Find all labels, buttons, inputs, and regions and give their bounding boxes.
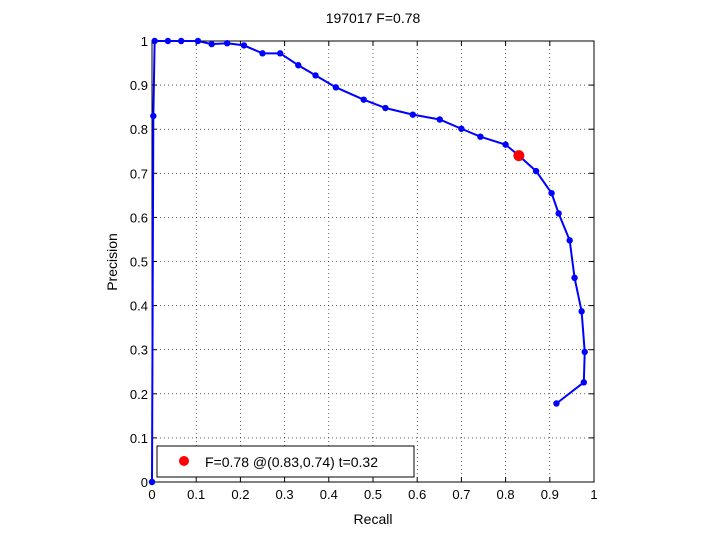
x-tick-label: 0 [148,487,155,502]
data-point [223,40,231,47]
data-point [382,104,389,112]
data-point [436,116,443,123]
data-point [502,141,509,148]
y-tick-label: 0.3 [130,343,148,358]
data-point [276,50,284,57]
legend: F=0.78 @(0.83,0.74) t=0.32 [156,445,415,478]
x-tick-label: 0.1 [187,487,205,502]
y-tick-label: 0.9 [130,78,148,93]
legend-marker [179,456,189,466]
y-tick-label: 0.4 [130,299,148,314]
data-point [566,237,573,244]
x-tick-label: 0.4 [320,487,338,502]
y-tick-label: 0.2 [130,387,148,402]
best-f-marker [513,150,525,162]
x-tick-label: 0.8 [497,487,515,502]
x-tick-label: 1 [590,487,597,502]
data-point [548,189,555,197]
data-point [553,400,560,407]
data-point [150,112,157,120]
data-point [477,133,484,140]
data-point [259,50,266,57]
y-tick-label: 0.5 [130,255,148,270]
data-point [580,379,588,386]
data-point [312,72,319,79]
data-point [581,348,588,356]
y-tick-label: 0.1 [130,431,148,446]
data-point [571,274,578,282]
x-tick-label: 0.6 [408,487,426,502]
y-tick-labels: 0 0.1 0.2 0.3 0.4 0.5 0.6 0.7 0.8 0.9 1 [130,34,148,490]
data-point [164,37,172,45]
y-tick-label: 0.7 [130,166,148,181]
x-tick-labels: 0 0.1 0.2 0.3 0.4 0.5 0.6 0.7 0.8 0.9 1 [148,487,597,502]
data-point [177,37,185,45]
data-point [295,62,302,69]
data-point [148,478,156,486]
y-tick-label: 0.6 [130,210,148,225]
data-point [555,210,562,217]
data-point [360,96,367,103]
x-axis-label: Recall [354,511,393,527]
y-tick-label: 0 [141,475,148,490]
data-point [194,37,202,45]
data-point [151,37,158,45]
legend-box [156,445,415,478]
series-group [148,37,588,486]
data-point [332,84,340,91]
x-tick-label: 0.5 [364,487,382,502]
data-point [409,111,416,118]
y-tick-label: 1 [141,34,148,49]
x-tick-label: 0.3 [276,487,294,502]
legend-label: F=0.78 @(0.83,0.74) t=0.32 [205,454,378,470]
y-axis-label: Precision [104,233,120,291]
data-point [240,42,248,49]
chart-title: 197017 F=0.78 [326,10,421,26]
x-tick-label: 0.2 [231,487,249,502]
data-point [208,40,215,48]
data-point [578,308,585,315]
y-tick-label: 0.8 [130,122,148,137]
data-point [532,167,540,175]
x-tick-label: 0.9 [541,487,559,502]
data-point [458,125,465,132]
x-tick-label: 0.7 [452,487,470,502]
highlight-group [513,150,525,162]
grid-lines [152,41,594,482]
